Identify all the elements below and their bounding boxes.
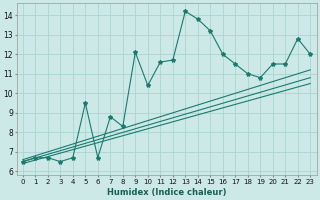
X-axis label: Humidex (Indice chaleur): Humidex (Indice chaleur)	[107, 188, 226, 197]
